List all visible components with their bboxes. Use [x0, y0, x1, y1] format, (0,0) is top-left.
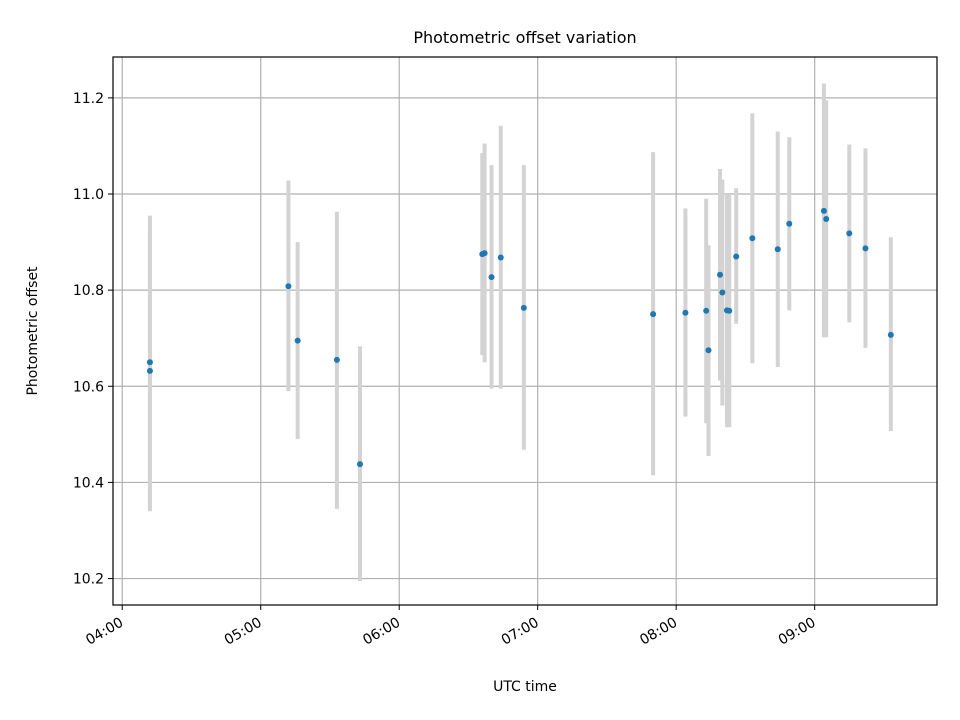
data-point — [786, 220, 793, 227]
data-point — [146, 367, 153, 374]
y-axis-ticks: 10.2 10.4 10.6 10.8 11.0 11.2 — [73, 91, 113, 588]
data-point — [820, 207, 827, 214]
data-point — [650, 311, 657, 318]
data-point — [862, 245, 869, 252]
data-point — [733, 253, 740, 260]
data-point — [682, 309, 689, 316]
y-tick-label: 10.2 — [73, 572, 104, 588]
y-tick-label: 10.4 — [73, 475, 104, 491]
y-tick-label: 10.6 — [73, 379, 104, 395]
data-point — [146, 359, 153, 366]
chart-title: Photometric offset variation — [413, 28, 636, 47]
data-point — [285, 283, 292, 290]
data-point — [749, 235, 756, 242]
data-point — [294, 337, 301, 344]
plot-frame — [112, 56, 938, 606]
data-point — [705, 347, 712, 354]
y-tick-label: 11.0 — [73, 187, 104, 203]
data-point — [520, 304, 527, 311]
x-axis-label: UTC time — [493, 679, 557, 695]
data-point — [703, 307, 710, 314]
data-point — [356, 461, 363, 468]
data-point — [774, 246, 781, 253]
y-axis-label: Photometric offset — [25, 266, 41, 396]
data-point — [726, 307, 733, 314]
y-tick-label: 10.8 — [73, 283, 104, 299]
data-point — [497, 254, 504, 261]
data-point — [488, 274, 495, 281]
data-point — [717, 271, 724, 278]
data-point — [481, 250, 488, 257]
data-point — [719, 289, 726, 296]
y-tick-label: 11.2 — [73, 91, 104, 107]
data-point — [846, 230, 853, 237]
data-point — [333, 356, 340, 363]
data-point — [887, 331, 894, 338]
data-point — [823, 215, 830, 222]
data-points — [146, 207, 894, 468]
